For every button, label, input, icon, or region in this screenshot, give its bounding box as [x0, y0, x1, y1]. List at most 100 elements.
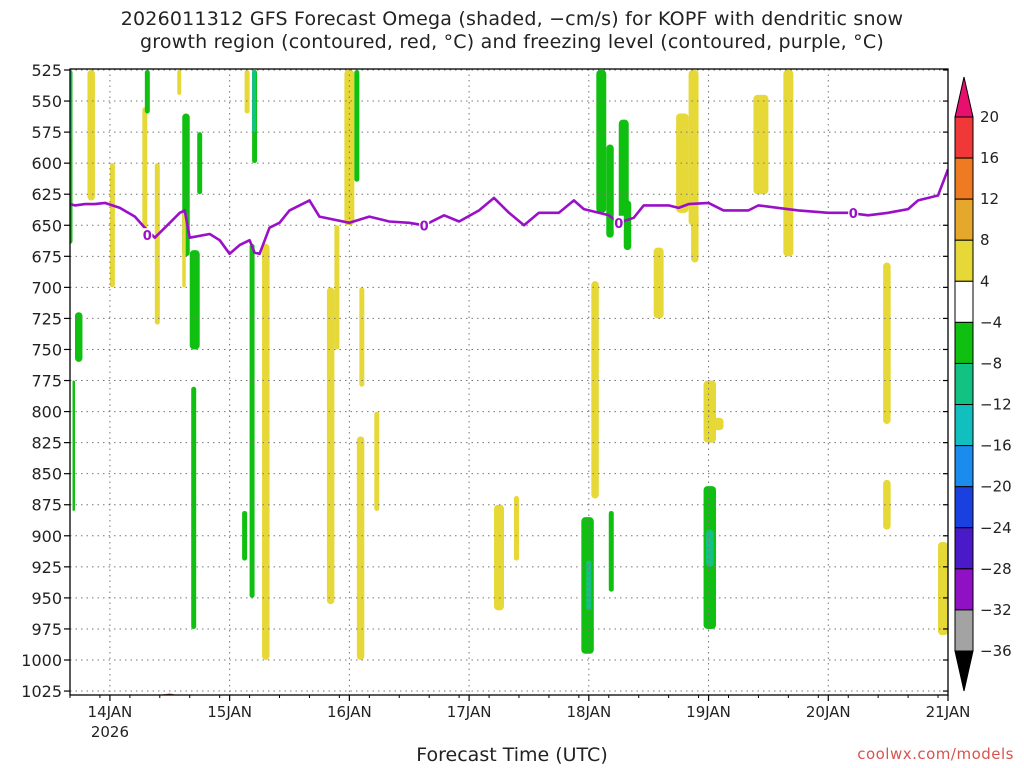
omega-region-19 [262, 243, 270, 661]
chart-title-line-2: growth region (contoured, red, °C) and f… [140, 31, 884, 53]
omega-region-30 [494, 504, 505, 611]
y-tick-label-1: 550 [31, 92, 62, 111]
omega-region-18 [244, 70, 250, 114]
y-tick-label-4: 625 [31, 185, 62, 204]
freezing-label-bg-1 [419, 218, 430, 233]
omega-region-44 [703, 380, 717, 443]
colorbar-label-10: −24 [980, 519, 1012, 537]
y-tick-label-19: 1000 [21, 651, 62, 670]
colorbar-swatch-10 [954, 527, 974, 570]
plot-frame [69, 68, 949, 696]
colorbar-swatch-2 [954, 198, 974, 241]
omega-region-47 [706, 529, 714, 567]
omega-region-38 [618, 119, 629, 226]
x-tick-label-0: 14JAN [88, 703, 133, 721]
colorbar-swatch-4 [954, 280, 974, 323]
omega-region-29 [374, 411, 380, 511]
omega-region-23 [344, 70, 355, 226]
colorbar-swatch-1 [954, 157, 974, 200]
x-axis: 14JAN 2026 15JAN 16JAN 17JAN 18JAN 19JAN 20JAN 2… [69, 695, 971, 741]
colorbar-swatch-0 [954, 116, 974, 159]
freezing-level-label-3: 0 [849, 207, 858, 222]
freezing-level-label-0: 0 [143, 229, 152, 244]
colorbar-label-3: 8 [980, 231, 990, 249]
colorbar-top-arrow [954, 76, 974, 118]
omega-region-28 [356, 436, 365, 660]
y-axis: 525 550 575 600 625 650 675 700 725 750 775 800 825 8… [21, 61, 948, 701]
omega-region-11 [177, 70, 182, 95]
omega-region-25 [354, 70, 360, 182]
omega-region-24 [334, 225, 340, 350]
y-tick-label-5: 650 [31, 216, 62, 235]
colorbar-swatch-12 [954, 609, 974, 652]
omega-region-21 [252, 70, 257, 133]
freezing-level-layer: 0 0 0 0 [70, 168, 948, 256]
colorbar-swatch-5 [954, 321, 974, 364]
y-tick-label-15: 900 [31, 527, 62, 546]
x-tick-label-4: 18JAN [566, 703, 611, 721]
colorbar-label-13: −36 [980, 642, 1012, 660]
credit-text: coolwx.com/models [857, 745, 1014, 763]
omega-region-51 [883, 479, 891, 530]
freezing-level-label-1: 0 [420, 219, 429, 234]
y-tick-label-3: 600 [31, 154, 62, 173]
x-tick-label-5: 19JAN [686, 703, 731, 721]
omega-region-7 [109, 163, 115, 288]
x-tick-label-1: 15JAN [207, 703, 252, 721]
y-tick-label-0: 525 [31, 61, 62, 80]
y-tick-label-13: 850 [31, 465, 62, 484]
colorbar-swatch-11 [954, 568, 974, 611]
omega-region-17 [242, 510, 248, 561]
colorbar-bottom-arrow [954, 650, 974, 692]
colorbar-swatch-8 [954, 445, 974, 488]
y-tick-label-16: 925 [31, 558, 62, 577]
omega-region-41 [676, 113, 689, 213]
y-tick-label-2: 575 [31, 123, 62, 142]
omega-region-36 [596, 70, 607, 213]
x-tick-label-7: 21JAN [926, 703, 971, 721]
y-tick-label-10: 775 [31, 372, 62, 391]
y-tick-label-8: 725 [31, 309, 62, 328]
omega-region-39 [623, 200, 632, 251]
y-tick-label-17: 950 [31, 589, 62, 608]
colorbar-swatch-9 [954, 486, 974, 529]
grid-layer [70, 69, 948, 695]
omega-region-15 [191, 386, 197, 629]
omega-region-42 [688, 70, 699, 226]
freezing-label-bg-3 [848, 205, 859, 220]
x-tick-sublabel-0: 2026 [91, 723, 129, 741]
omega-region-31 [513, 496, 519, 561]
omega-region-27 [326, 287, 335, 605]
colorbar-label-9: −20 [980, 478, 1012, 496]
omega-region-35 [608, 510, 614, 592]
omega-region-43 [691, 212, 699, 263]
colorbar: 20 16 12 8 4 −4 −8 −12 −16 −20 −24 −28 −32 −36 [954, 76, 1012, 692]
y-tick-label-12: 825 [31, 434, 62, 453]
colorbar-label-0: 20 [980, 108, 999, 126]
y-tick-label-18: 975 [31, 620, 62, 639]
omega-region-40 [653, 247, 664, 319]
omega-region-37 [606, 144, 614, 238]
x-tick-label-6: 20JAN [806, 703, 851, 721]
colorbar-label-8: −16 [980, 437, 1012, 455]
colorbar-swatch-7 [954, 404, 974, 447]
omega-region-5 [74, 312, 83, 362]
colorbar-label-1: 16 [980, 149, 999, 167]
freezing-level-line [70, 168, 948, 256]
colorbar-label-2: 12 [980, 190, 999, 208]
omega-region-4 [72, 380, 75, 511]
omega-region-13 [189, 250, 200, 350]
colorbar-label-12: −32 [980, 601, 1012, 619]
x-axis-label: Forecast Time (UTC) [416, 744, 608, 766]
omega-region-50 [883, 262, 891, 424]
colorbar-swatch-3 [954, 239, 974, 282]
omega-region-16 [182, 212, 186, 288]
omega-region-6 [87, 70, 95, 201]
y-tick-label-20: 1025 [21, 682, 62, 701]
colorbar-label-6: −8 [980, 354, 1002, 372]
y-tick-label-7: 700 [31, 278, 62, 297]
y-tick-label-11: 800 [31, 403, 62, 422]
freezing-label-bg-0 [142, 228, 153, 243]
omega-region-34 [591, 281, 599, 499]
colorbar-label-4: 4 [980, 272, 990, 290]
